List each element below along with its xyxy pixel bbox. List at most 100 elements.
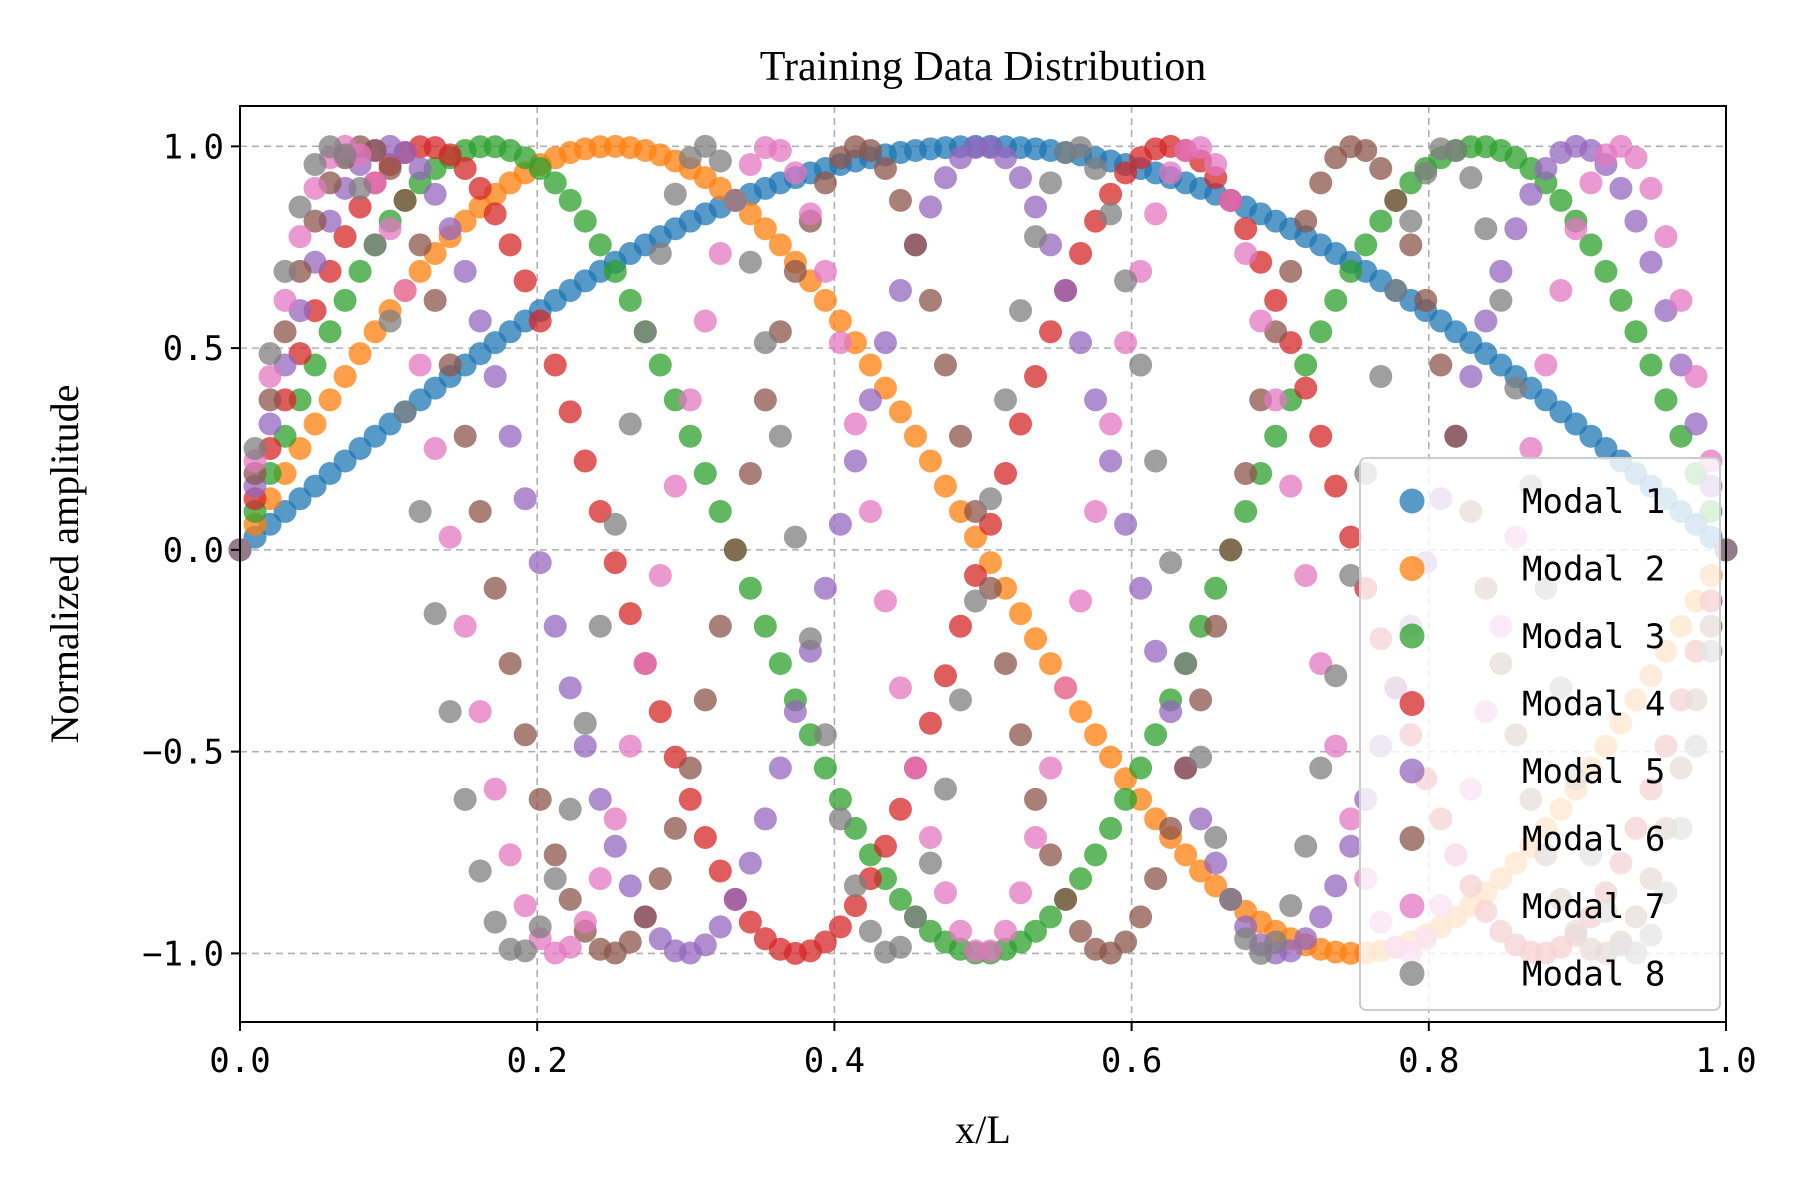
data-point [1099, 412, 1123, 436]
data-point [1099, 182, 1123, 206]
data-point [693, 462, 717, 486]
data-point [393, 140, 417, 164]
data-point [1324, 474, 1348, 498]
data-point [438, 525, 462, 549]
data-point [318, 320, 342, 344]
data-point [1114, 161, 1138, 185]
data-point [933, 474, 957, 498]
data-point [813, 288, 837, 312]
data-point [1204, 851, 1228, 875]
data-point [663, 816, 687, 840]
data-point [933, 664, 957, 688]
data-point [303, 474, 327, 498]
data-point [1054, 887, 1078, 911]
data-point [1024, 225, 1048, 249]
data-point [1174, 652, 1198, 676]
data-point [648, 353, 672, 377]
data-point [618, 288, 642, 312]
data-point [408, 500, 432, 524]
data-point [1039, 320, 1063, 344]
data-point [438, 353, 462, 377]
data-point [828, 309, 852, 333]
data-point [528, 551, 552, 575]
data-point [273, 320, 297, 344]
data-point [1324, 734, 1348, 758]
data-point [1429, 353, 1453, 377]
data-point [813, 259, 837, 283]
data-point [1204, 874, 1228, 898]
data-point [873, 331, 897, 355]
data-point [618, 412, 642, 436]
data-point [258, 412, 282, 436]
data-point [723, 887, 747, 911]
legend-item: Modal 5 [1399, 752, 1665, 792]
x-tick-label: 0.6 [1101, 1041, 1162, 1081]
data-point [663, 474, 687, 498]
data-point [1444, 138, 1468, 162]
data-point [558, 400, 582, 424]
data-point [408, 259, 432, 283]
data-point [543, 867, 567, 891]
data-point [1024, 195, 1048, 219]
data-point [618, 874, 642, 898]
data-point [1234, 241, 1258, 265]
data-point [1504, 376, 1528, 400]
data-point [918, 711, 942, 735]
data-point [1654, 388, 1678, 412]
data-point [1189, 688, 1213, 712]
data-point [378, 157, 402, 181]
data-point [1069, 331, 1093, 355]
data-point [573, 711, 597, 735]
data-point [468, 700, 492, 724]
data-point [1399, 233, 1423, 257]
data-point [948, 688, 972, 712]
data-point [1009, 166, 1033, 190]
data-point [1294, 376, 1318, 400]
data-point [543, 353, 567, 377]
data-point [558, 676, 582, 700]
data-point [393, 188, 417, 212]
data-point [994, 919, 1018, 943]
data-point [768, 652, 792, 676]
legend-marker [1399, 961, 1425, 986]
data-point [1594, 259, 1618, 283]
legend-marker [1399, 691, 1425, 716]
data-point [258, 342, 282, 366]
data-point [963, 589, 987, 613]
data-point [1339, 834, 1363, 858]
data-point [678, 756, 702, 780]
data-point [1234, 217, 1258, 241]
data-point [1519, 182, 1543, 206]
data-point [438, 217, 462, 241]
data-point [753, 331, 777, 355]
data-point [633, 905, 657, 929]
data-point [1189, 745, 1213, 769]
data-point [303, 153, 327, 177]
data-point [888, 188, 912, 212]
data-point [1579, 233, 1603, 257]
data-point [1384, 188, 1408, 212]
data-point [513, 723, 537, 747]
data-point [423, 602, 447, 626]
data-point [648, 241, 672, 265]
data-point [528, 787, 552, 811]
data-point [693, 134, 717, 158]
data-point [1009, 881, 1033, 905]
x-tick-label: 0.8 [1398, 1041, 1459, 1081]
data-point [1324, 288, 1348, 312]
data-point [1189, 807, 1213, 831]
data-point [1564, 217, 1588, 241]
data-point [1024, 364, 1048, 388]
data-point [1264, 930, 1288, 954]
data-point [1624, 209, 1648, 233]
data-point [1309, 756, 1333, 780]
data-point [933, 353, 957, 377]
data-point [1309, 905, 1333, 929]
data-point [1204, 825, 1228, 849]
data-point [618, 930, 642, 954]
data-point [693, 309, 717, 333]
data-point [948, 919, 972, 943]
data-point [948, 424, 972, 448]
data-point [1159, 161, 1183, 185]
data-point [1159, 816, 1183, 840]
